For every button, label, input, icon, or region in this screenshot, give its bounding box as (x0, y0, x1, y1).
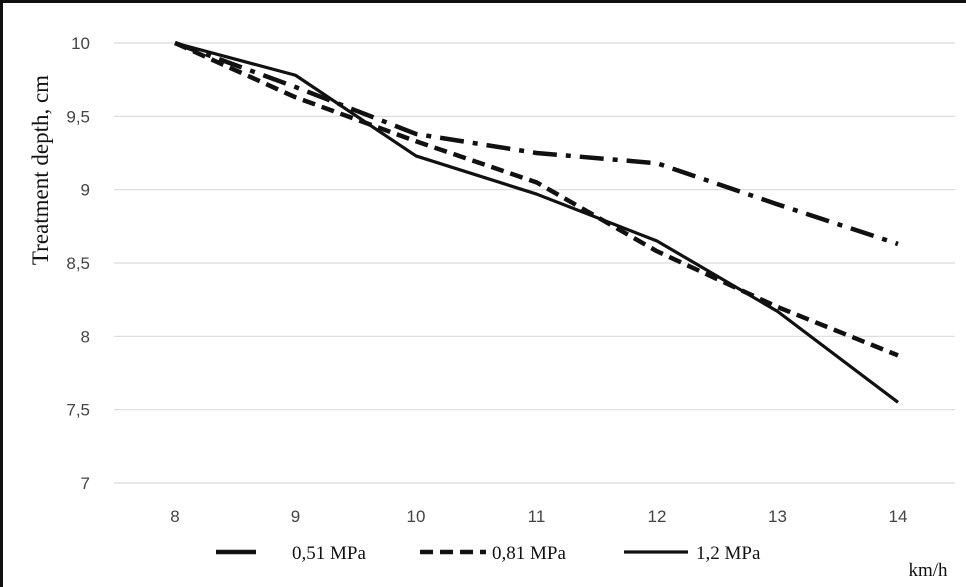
legend-label-0: 0,51 MPa (292, 543, 366, 564)
x-axis-unit-label: km/h (908, 560, 948, 581)
series-line-1 (174, 40, 899, 358)
series-line-0 (174, 40, 899, 247)
legend-label-1: 0,81 MPa (492, 543, 566, 564)
y-tick-label: 9 (81, 181, 90, 200)
x-tick-label: 11 (528, 507, 546, 526)
series-lines (174, 40, 899, 404)
legend-label-2: 1,2 MPa (696, 543, 761, 564)
x-tick-label: 8 (170, 507, 179, 526)
gridlines (114, 42, 955, 484)
legend: 0,51 MPa 0,81 MPa 1,2 MPa (216, 543, 761, 564)
y-tick-label: 9,5 (66, 107, 90, 126)
y-axis-ticks: 7 7,5 8 8,5 9 9,5 10 (66, 34, 90, 493)
y-tick-label: 7,5 (66, 401, 90, 420)
x-tick-label: 10 (407, 507, 426, 526)
x-axis-ticks: 8 9 10 11 12 13 14 (170, 507, 907, 526)
y-tick-label: 10 (71, 34, 90, 53)
y-tick-label: 8,5 (66, 254, 90, 273)
x-tick-label: 12 (648, 507, 667, 526)
x-tick-label: 14 (889, 507, 908, 526)
x-tick-label: 13 (768, 507, 787, 526)
y-tick-label: 7 (81, 474, 90, 493)
y-tick-label: 8 (81, 327, 90, 346)
series-line-2 (174, 41, 899, 404)
y-axis-label: Treatment depth, cm (28, 75, 53, 265)
x-tick-label: 9 (291, 507, 300, 526)
